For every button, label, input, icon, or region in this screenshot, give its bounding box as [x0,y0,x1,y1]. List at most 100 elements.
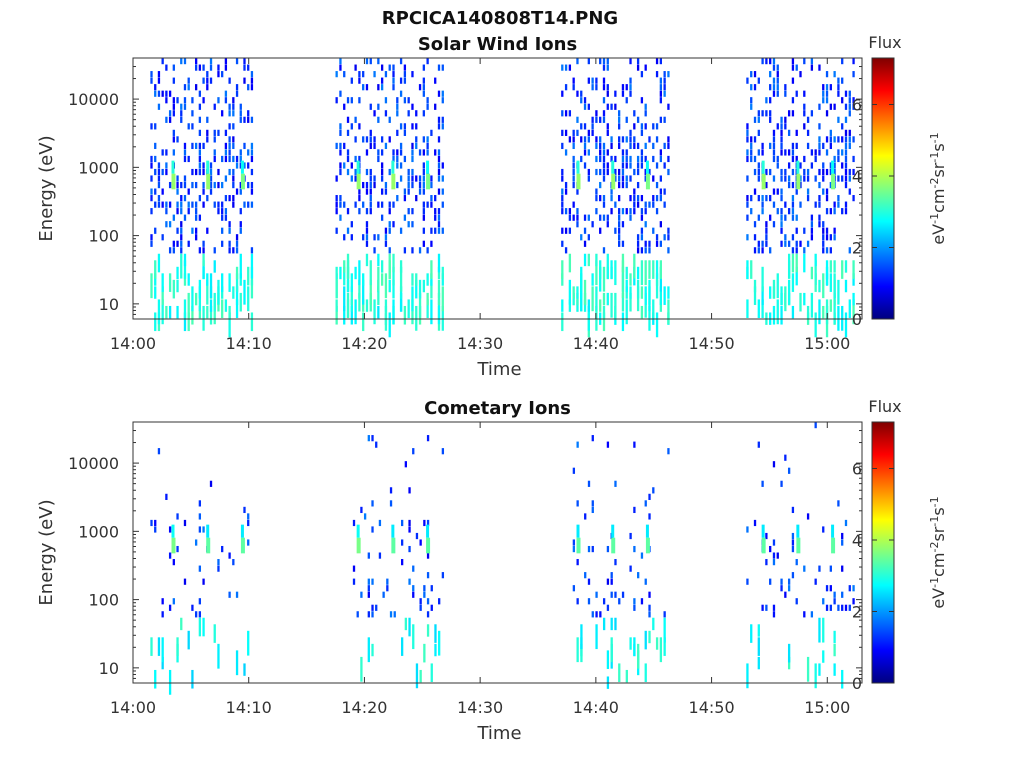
flux-cell [154,142,157,150]
flux-cell [837,201,840,208]
flux-cell [441,273,444,286]
flux-cell [610,617,613,631]
y-tick-label: 100 [88,591,119,610]
flux-cell [198,565,202,572]
flux-cell [833,273,836,299]
flux-cell [852,195,855,202]
flux-cell [388,116,391,123]
flux-cell [213,136,216,143]
y-tick-label: 1000 [78,158,119,177]
flux-cell [652,487,655,494]
flux-cell [583,227,587,234]
flux-cell [371,611,374,618]
flux-cell [791,214,795,221]
flux-cell [791,247,795,254]
flux-cell [183,299,187,319]
flux-cell [426,97,429,104]
flux-cell [157,299,161,325]
flux-cell [250,142,254,150]
flux-cell [595,624,598,650]
flux-cell [396,110,399,117]
flux-cell [365,181,369,189]
flux-cell [587,214,590,221]
flux-cell [640,123,644,130]
flux-cell [640,286,644,299]
flux-cell [422,162,425,169]
flux-cell [746,526,749,533]
flux-cell [161,149,164,156]
flux-cell [224,155,228,163]
flux-cell [833,155,836,163]
flux-cell [769,545,772,553]
flux-cell [202,526,205,533]
flux-cell [572,214,575,221]
flux-cell [591,129,594,136]
flux-cell [818,299,821,325]
flux-cell [209,188,213,195]
flux-cell [168,181,172,189]
flux-cell [150,77,153,84]
flux-cell [411,286,414,312]
flux-cell [587,545,591,553]
flux-cell [378,519,382,527]
flux-cell [369,129,372,136]
flux-cell [422,110,425,117]
flux-cell [168,116,172,123]
flux-cell [384,227,388,234]
flux-cell [371,604,374,611]
flux-cell [618,234,621,241]
flux-cell [610,578,613,585]
flux-cell [367,611,370,618]
flux-cell [412,565,415,572]
flux-cell [648,168,651,176]
flux-cell [389,611,393,618]
flux-cell [441,162,444,169]
flux-cell [343,103,346,110]
flux-cell [437,266,441,280]
flux-cell [663,637,666,656]
flux-cell [202,578,205,585]
flux-cell [380,162,384,169]
flux-cell [572,201,575,208]
flux-cell [198,279,202,299]
flux-cell [561,90,564,97]
flux-cell [829,585,832,592]
flux-cell [157,175,161,182]
flux-cell [206,71,209,78]
flux-cell [799,71,802,78]
flux-cell [576,292,579,306]
flux-cell [606,578,610,585]
flux-cell [833,136,836,143]
flux-cell [243,64,246,71]
flux-cell [157,195,161,202]
flux-cell [412,448,415,455]
flux-cell [187,188,190,195]
flux-cell [568,208,572,215]
flux-cell [369,142,372,150]
flux-cell [761,266,764,292]
flux-cell [610,188,613,195]
flux-cell [426,247,429,254]
flux-cell [191,286,194,312]
flux-cell [422,208,425,215]
flux-cell [228,136,231,143]
flux-cell [655,181,659,189]
flux-cell [629,292,632,312]
flux-cell [358,77,361,84]
flux-cell [829,604,832,611]
flux-cell [213,292,216,312]
flux-cell [224,195,228,202]
flux-cell [591,273,594,286]
flux-cell [194,181,198,189]
flux-cell [392,64,395,71]
flux-cell [180,247,183,254]
flux-cell [154,669,157,689]
flux-cell [411,168,414,176]
flux-cell [180,103,183,110]
flux-cell [757,240,760,247]
flux-cell [235,188,239,195]
flux-cell [232,97,235,104]
flux-cell [339,129,342,136]
flux-cell [772,155,776,163]
flux-cell [791,273,795,292]
